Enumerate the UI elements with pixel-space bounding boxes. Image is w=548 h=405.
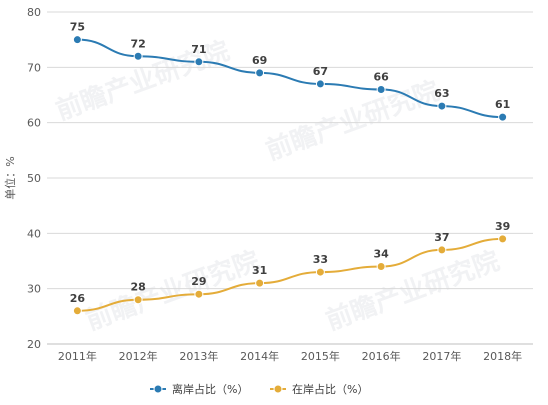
data-label: 31: [252, 264, 267, 277]
legend-marker: [273, 384, 283, 394]
watermark-text: 前瞻产业研究院: [262, 75, 444, 166]
y-axis: 20 30 40 50 60 70 80: [27, 6, 41, 351]
series-line: [77, 237, 503, 312]
data-point: [315, 267, 325, 277]
data-point: [194, 289, 204, 299]
legend: 离岸占比（%） 在岸占比（%）: [150, 382, 368, 396]
series-2: 26 28 29 31 33 34 37 39: [70, 220, 510, 316]
series-line: [77, 38, 503, 119]
legend-label: 离岸占比（%）: [172, 382, 248, 396]
data-point: [376, 262, 386, 272]
data-label: 29: [191, 275, 206, 288]
data-point: [72, 35, 82, 45]
x-tick-label: 2013年: [179, 349, 218, 363]
data-label: 34: [373, 248, 389, 261]
y-tick-label: 80: [27, 6, 41, 19]
x-tick-label: 2012年: [119, 349, 158, 363]
data-point: [498, 234, 508, 244]
y-tick-label: 40: [27, 227, 41, 240]
data-point: [72, 306, 82, 316]
legend-label: 在岸占比（%）: [292, 382, 368, 396]
data-point: [133, 295, 143, 305]
data-label: 33: [313, 253, 328, 266]
y-axis-label: 单位：%: [3, 156, 17, 199]
y-tick-label: 50: [27, 172, 41, 185]
y-tick-label: 30: [27, 283, 41, 296]
x-tick-label: 2016年: [362, 349, 401, 363]
legend-item: 离岸占比（%）: [150, 382, 248, 396]
x-tick-label: 2017年: [422, 349, 461, 363]
data-point: [437, 245, 447, 255]
data-label: 75: [70, 21, 85, 34]
data-point: [376, 84, 386, 94]
data-point: [255, 68, 265, 78]
x-axis: 2011年 2012年 2013年 2014年 2015年 2016年 2017年 2018年: [47, 343, 533, 363]
data-label: 71: [191, 43, 206, 56]
data-label: 66: [373, 70, 389, 83]
data-label: 37: [434, 231, 449, 244]
y-tick-label: 20: [27, 338, 41, 351]
data-label: 28: [130, 281, 145, 294]
legend-marker: [153, 384, 163, 394]
data-point: [437, 101, 447, 111]
data-label: 26: [70, 292, 86, 305]
data-point: [315, 79, 325, 89]
data-label: 69: [252, 54, 267, 67]
data-label: 67: [313, 65, 328, 78]
data-label: 39: [495, 220, 510, 233]
x-tick-label: 2015年: [301, 349, 340, 363]
watermark-text: 前瞻产业研究院: [82, 245, 264, 336]
y-tick-label: 70: [27, 61, 41, 74]
data-point: [498, 112, 508, 122]
x-tick-label: 2018年: [483, 349, 522, 363]
data-label: 72: [130, 37, 145, 50]
data-point: [255, 278, 265, 288]
legend-item: 在岸占比（%）: [270, 382, 368, 396]
y-tick-label: 60: [27, 117, 41, 130]
x-tick-label: 2011年: [58, 349, 97, 363]
series-1: 75 72 71 69 67 66 63 61: [70, 21, 510, 122]
data-label: 63: [434, 87, 449, 100]
data-point: [133, 51, 143, 61]
watermark-text: 前瞻产业研究院: [322, 245, 504, 336]
series-layer: 75 72 71 69 67 66 63 61 26 28 29 31 33 34 37 39: [70, 21, 510, 316]
x-tick-label: 2014年: [240, 349, 279, 363]
data-label: 61: [495, 98, 510, 111]
data-point: [194, 57, 204, 67]
